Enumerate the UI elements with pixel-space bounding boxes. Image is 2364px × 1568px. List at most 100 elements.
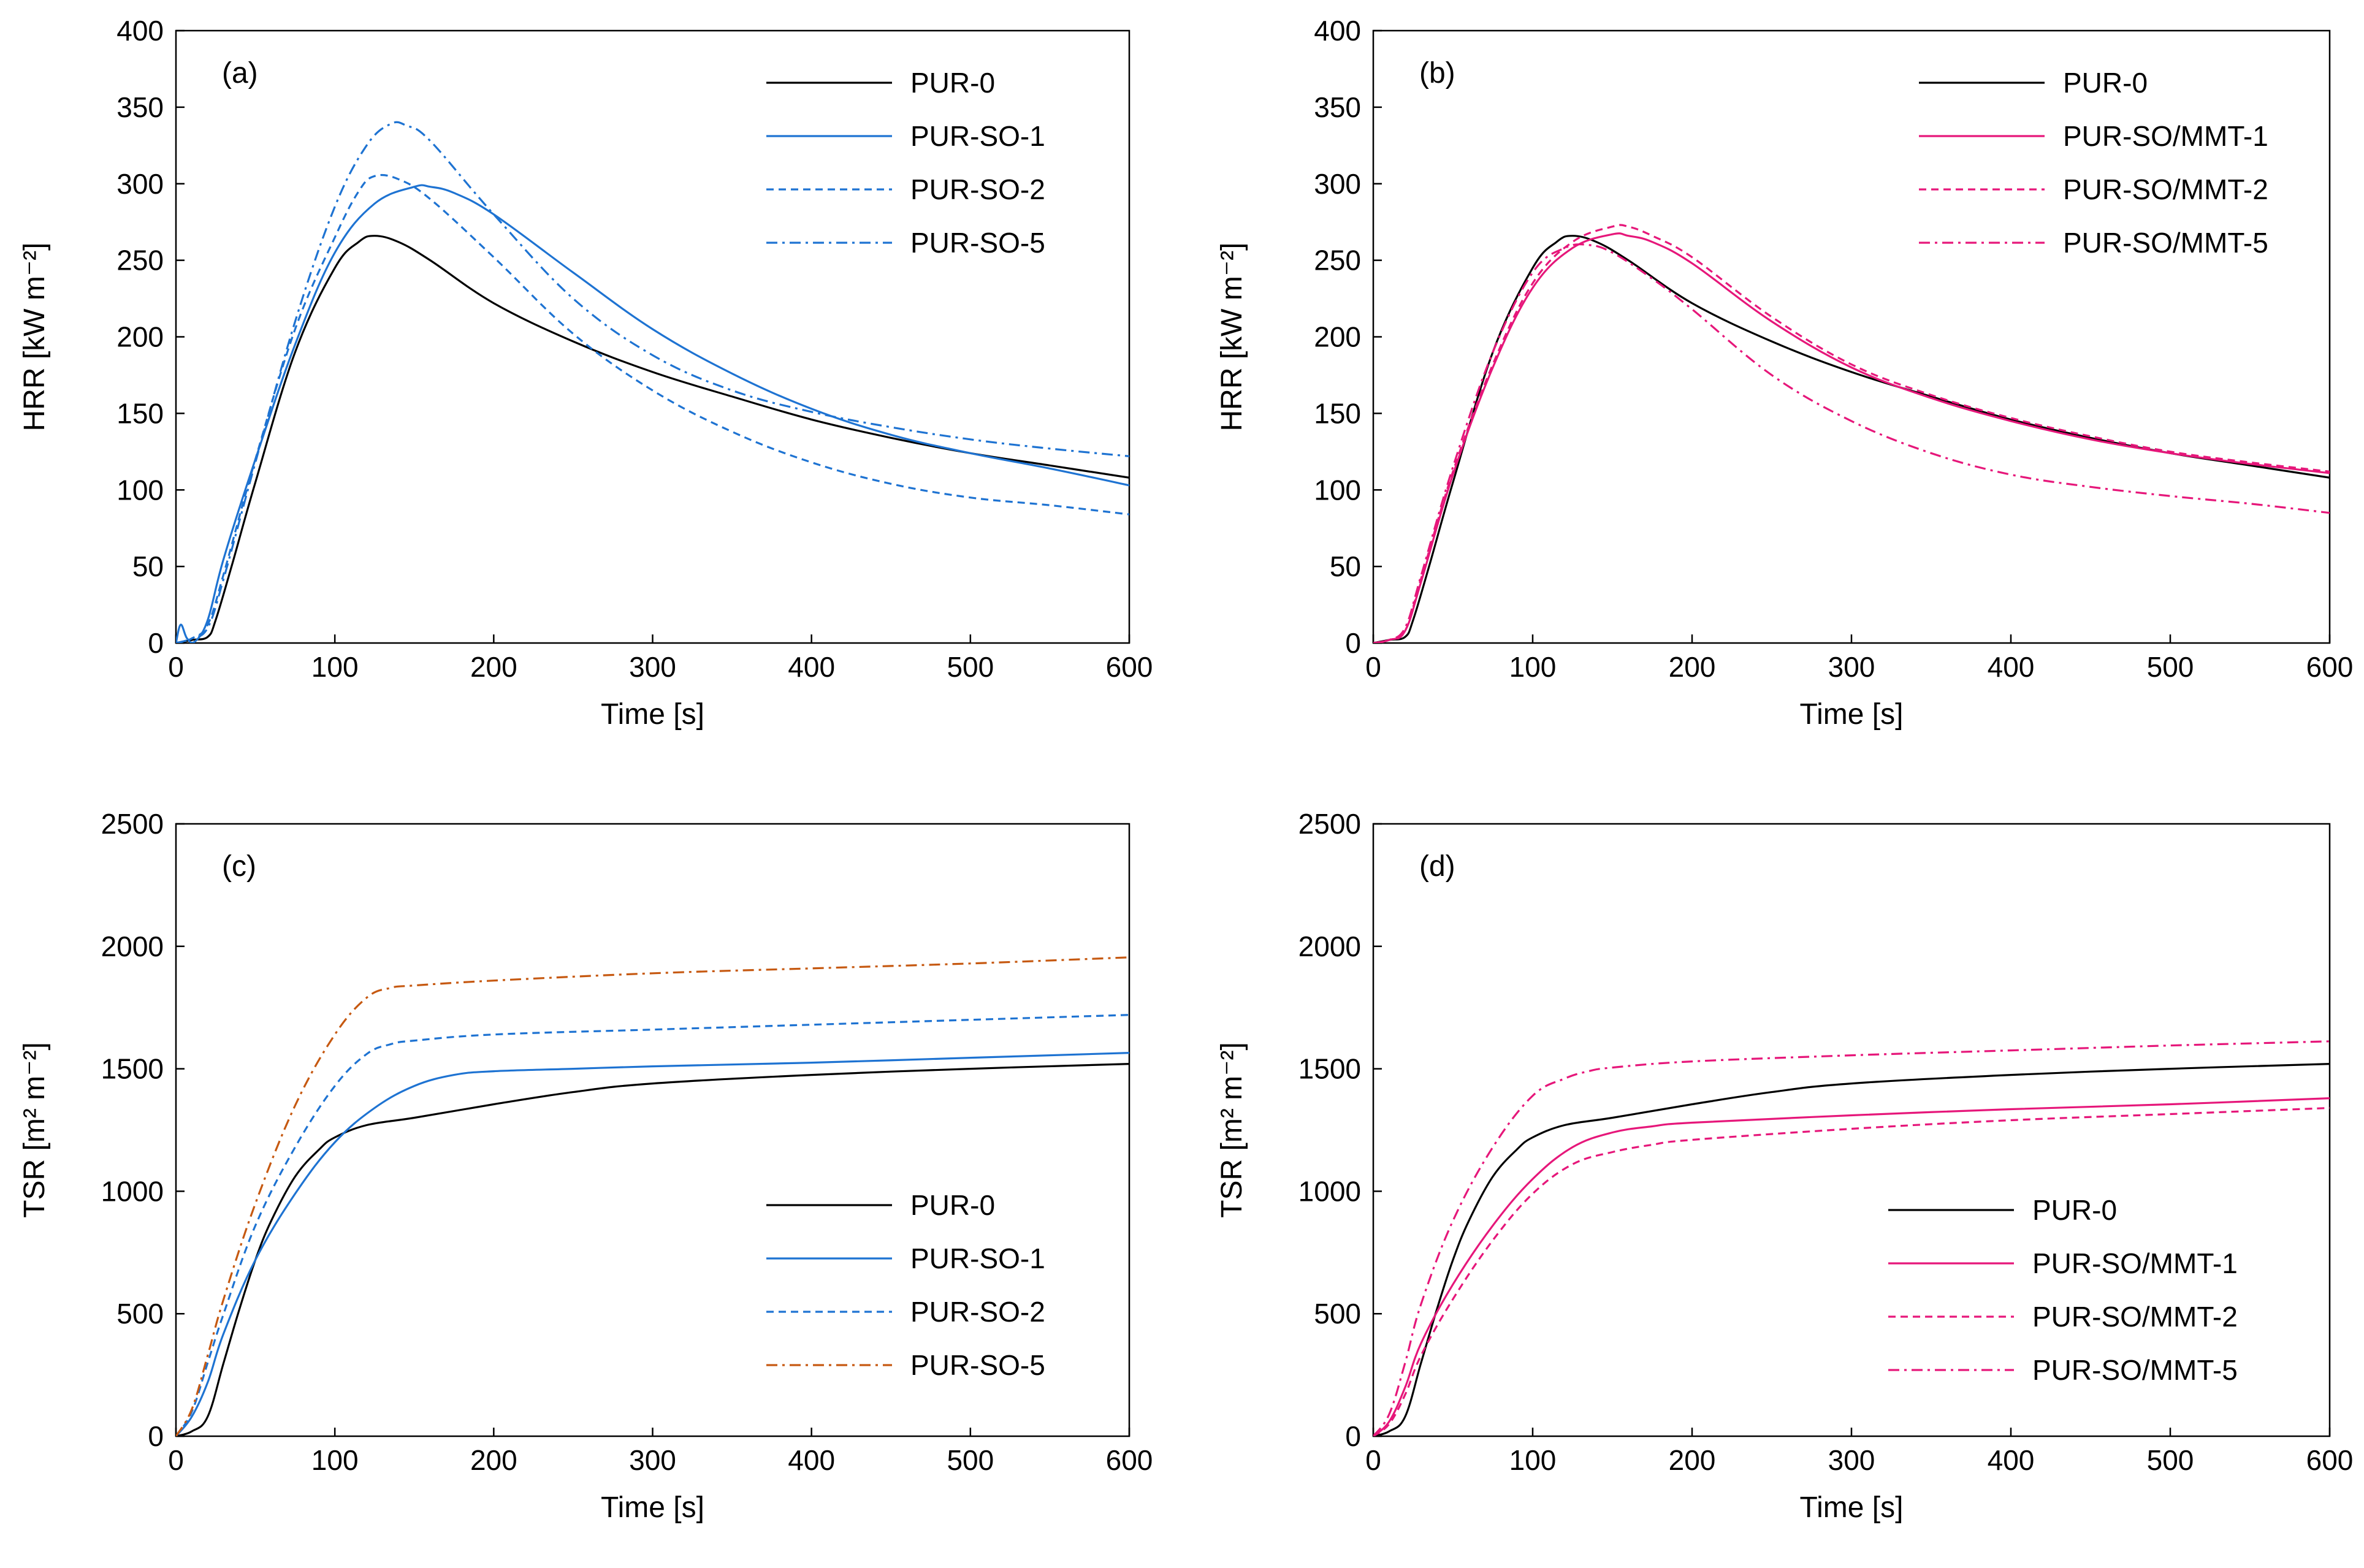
legend-label: PUR-0 bbox=[910, 67, 995, 99]
y-tick-label: 1500 bbox=[101, 1053, 164, 1085]
y-tick-label: 100 bbox=[116, 474, 164, 506]
legend-label: PUR-SO-5 bbox=[910, 1349, 1045, 1381]
legend-label: PUR-SO/MMT-1 bbox=[2032, 1247, 2238, 1279]
x-tick-label: 400 bbox=[1988, 1444, 2035, 1476]
y-tick-label: 0 bbox=[1345, 627, 1361, 659]
x-axis-label: Time [s] bbox=[1800, 698, 1904, 731]
chart-panel-1: 0 100 200 300 400 500 600 0 50 100 150 200 250 300 350… bbox=[1216, 15, 2353, 731]
legend-label: PUR-SO-2 bbox=[910, 1296, 1045, 1328]
x-tick-label: 300 bbox=[629, 651, 676, 683]
panel-label: (d) bbox=[1419, 850, 1455, 883]
x-axis-label: Time [s] bbox=[1800, 1491, 1904, 1524]
series-line-pur-so-1 bbox=[176, 1052, 1129, 1436]
y-tick-label: 2500 bbox=[101, 808, 164, 840]
x-tick-label: 400 bbox=[788, 1444, 835, 1476]
y-tick-label: 2000 bbox=[1298, 931, 1361, 962]
series-line-pur-so-mmt-1 bbox=[1373, 1097, 2330, 1436]
y-tick-label: 250 bbox=[1314, 245, 1361, 276]
y-tick-label: 150 bbox=[116, 397, 164, 429]
x-tick-label: 100 bbox=[1509, 651, 1557, 683]
y-tick-label: 2500 bbox=[1298, 808, 1361, 840]
x-tick-label: 600 bbox=[2306, 651, 2354, 683]
y-tick-label: 0 bbox=[1345, 1420, 1361, 1452]
x-tick-label: 200 bbox=[1669, 651, 1716, 683]
y-tick-label: 350 bbox=[1314, 91, 1361, 123]
x-tick-label: 300 bbox=[1828, 651, 1875, 683]
y-axis-label: TSR [m² m⁻²] bbox=[18, 1042, 51, 1218]
y-tick-label: 200 bbox=[1314, 321, 1361, 353]
legend-label: PUR-SO/MMT-5 bbox=[2063, 227, 2268, 259]
series-line-pur-so-mmt-5 bbox=[1373, 1040, 2330, 1436]
plot-frame bbox=[175, 823, 1131, 1437]
legend-label: PUR-SO/MMT-2 bbox=[2063, 173, 2268, 205]
chart-panel-2: 0 100 200 300 400 500 600 0 500 1000 1500 2000 2500 T… bbox=[18, 808, 1153, 1524]
x-tick-label: 500 bbox=[947, 651, 994, 683]
x-tick-label: 0 bbox=[168, 651, 184, 683]
y-tick-label: 2000 bbox=[101, 931, 164, 962]
y-tick-label: 50 bbox=[132, 550, 164, 582]
y-axis-label: HRR [kW m⁻²] bbox=[1216, 243, 1248, 432]
x-tick-label: 500 bbox=[947, 1444, 994, 1476]
panel-label: (c) bbox=[222, 850, 256, 883]
y-tick-label: 0 bbox=[148, 1420, 164, 1452]
y-axis-label: HRR [kW m⁻²] bbox=[18, 243, 51, 432]
legend-label: PUR-SO-1 bbox=[910, 120, 1045, 152]
y-tick-label: 350 bbox=[116, 91, 164, 123]
y-tick-label: 1500 bbox=[1298, 1053, 1361, 1085]
series-line-pur-so-mmt-5 bbox=[1373, 243, 2330, 643]
chart-panel-0: 0 100 200 300 400 500 600 0 50 100 150 200 250 300 350… bbox=[18, 15, 1153, 731]
plot-frame bbox=[1372, 823, 2331, 1437]
legend-label: PUR-0 bbox=[2063, 67, 2148, 99]
x-tick-label: 500 bbox=[2147, 1444, 2194, 1476]
series-line-pur-so-2 bbox=[176, 173, 1129, 643]
series-line-pur-0 bbox=[176, 1063, 1129, 1436]
series-line-pur-so-2 bbox=[176, 1014, 1129, 1436]
chart-panel-3: 0 100 200 300 400 500 600 0 500 1000 1500 2000 2500 T… bbox=[1216, 808, 2353, 1524]
series-line-pur-so-mmt-2 bbox=[1373, 1106, 2330, 1436]
y-tick-label: 1000 bbox=[1298, 1175, 1361, 1207]
series-line-pur-so-5 bbox=[176, 956, 1129, 1436]
x-axis-label: Time [s] bbox=[601, 698, 704, 731]
legend-label: PUR-SO-1 bbox=[910, 1243, 1045, 1274]
legend-label: PUR-0 bbox=[2032, 1194, 2117, 1226]
y-tick-label: 500 bbox=[1314, 1298, 1361, 1330]
series-line-pur-so-mmt-1 bbox=[1373, 232, 2330, 643]
panel-label: (a) bbox=[222, 57, 258, 89]
series-line-pur-so-1 bbox=[176, 184, 1129, 643]
x-tick-label: 400 bbox=[788, 651, 835, 683]
y-tick-label: 250 bbox=[116, 245, 164, 276]
series-line-pur-so-mmt-2 bbox=[1373, 224, 2330, 643]
y-axis-label: TSR [m² m⁻²] bbox=[1216, 1042, 1248, 1218]
x-tick-label: 200 bbox=[1669, 1444, 1716, 1476]
y-tick-label: 0 bbox=[148, 627, 164, 659]
legend-label: PUR-SO/MMT-5 bbox=[2032, 1354, 2238, 1386]
x-tick-label: 200 bbox=[470, 1444, 517, 1476]
x-tick-label: 600 bbox=[2306, 1444, 2354, 1476]
x-tick-label: 500 bbox=[2147, 651, 2194, 683]
x-tick-label: 100 bbox=[311, 651, 359, 683]
series-line-pur-0 bbox=[176, 235, 1129, 643]
y-tick-label: 100 bbox=[1314, 474, 1361, 506]
series-line-pur-0 bbox=[1373, 235, 2330, 643]
legend-label: PUR-SO-2 bbox=[910, 173, 1045, 205]
y-tick-label: 50 bbox=[1330, 550, 1361, 582]
x-tick-label: 300 bbox=[1828, 1444, 1875, 1476]
y-tick-label: 500 bbox=[116, 1298, 164, 1330]
x-tick-label: 300 bbox=[629, 1444, 676, 1476]
panel-label: (b) bbox=[1419, 57, 1455, 89]
series-line-pur-0 bbox=[1373, 1063, 2330, 1436]
x-tick-label: 600 bbox=[1106, 1444, 1153, 1476]
y-tick-label: 1000 bbox=[101, 1175, 164, 1207]
x-axis-label: Time [s] bbox=[601, 1491, 704, 1524]
x-tick-label: 100 bbox=[311, 1444, 359, 1476]
x-tick-label: 0 bbox=[168, 1444, 184, 1476]
y-tick-label: 400 bbox=[1314, 15, 1361, 47]
x-tick-label: 100 bbox=[1509, 1444, 1557, 1476]
y-tick-label: 300 bbox=[1314, 168, 1361, 200]
legend-label: PUR-SO-5 bbox=[910, 227, 1045, 259]
y-tick-label: 150 bbox=[1314, 397, 1361, 429]
x-tick-label: 0 bbox=[1365, 651, 1381, 683]
legend-label: PUR-SO/MMT-1 bbox=[2063, 120, 2268, 152]
y-tick-label: 300 bbox=[116, 168, 164, 200]
